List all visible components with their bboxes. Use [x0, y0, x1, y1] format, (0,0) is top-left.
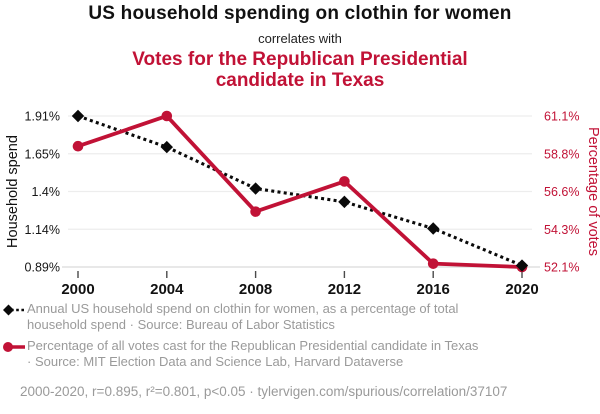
svg-text:54.3%: 54.3%: [544, 223, 579, 237]
svg-text:1.14%: 1.14%: [25, 223, 60, 237]
chart-svg: 2000 2004 2008 2012 2016 20201.91%1.65%1.4%1.…: [5, 109, 600, 299]
svg-text:Household spend: Household spend: [5, 135, 21, 248]
chart-legend: Annual US household spend on clothin for…: [2, 301, 590, 375]
left-axis-labels: 1.91% 1.65% 1.4% 1.14% 0.89%: [25, 110, 60, 275]
svg-text:1.65%: 1.65%: [25, 147, 60, 161]
stats-and-source-footer: 2000-2020, r=0.895, r²=0.801, p<0.05 · t…: [20, 384, 508, 399]
data-point-republican-votes: [72, 140, 84, 152]
svg-text:2020: 2020: [505, 281, 538, 298]
legend-item-household-spend: Annual US household spend on clothin for…: [2, 301, 590, 333]
chart-area: 2000 2004 2008 2012 2016 2020 1.91% 1.65% 1.4% 1.…: [0, 100, 600, 300]
page-title: US household spending on clothin for wom…: [88, 3, 512, 24]
data-point-household-spend: [249, 182, 262, 195]
svg-text:0.89%: 0.89%: [25, 261, 60, 275]
data-point-republican-votes: [427, 258, 439, 269]
legend-label-republican-votes: Percentage of all votes cast for the Rep…: [27, 338, 479, 369]
right-axis-labels: 61.1% 58.8% 56.6% 54.3% 52.1%: [544, 110, 579, 275]
legend-label-household-spend: Annual US household spend on clothin for…: [27, 301, 459, 332]
data-point-household-spend: [338, 195, 351, 209]
svg-text:52.1%: 52.1%: [544, 261, 579, 275]
diamond-dashed-line-icon: [3, 304, 26, 316]
svg-text:2004: 2004: [150, 281, 184, 298]
svg-text:Percentage of votes: Percentage of votes: [585, 127, 600, 256]
svg-text:1.4%: 1.4%: [32, 185, 61, 199]
data-point-household-spend: [71, 109, 85, 123]
svg-text:2000: 2000: [61, 281, 94, 298]
series-line-republican-votes: [77, 113, 523, 269]
data-point-household-spend: [427, 222, 440, 235]
axis-titles: Household spend Percentage of votes: [5, 127, 600, 256]
svg-text:2012: 2012: [328, 281, 361, 298]
svg-text:1.91%: 1.91%: [25, 110, 60, 124]
svg-text:56.6%: 56.6%: [544, 185, 579, 199]
series-lines: [77, 113, 523, 269]
circle-solid-line-icon: [3, 342, 25, 352]
legend-item-republican-votes: Percentage of all votes cast for the Rep…: [2, 338, 590, 370]
secondary-title: Votes for the Republican Presidential ca…: [132, 49, 468, 91]
series-line-household-spend: [77, 114, 523, 267]
data-point-republican-votes: [161, 110, 173, 122]
title-connector: correlates with: [258, 31, 342, 46]
svg-text:58.8%: 58.8%: [544, 147, 579, 161]
data-point-republican-votes: [250, 206, 261, 217]
data-point-republican-votes: [339, 176, 350, 187]
data-point-household-spend: [160, 140, 173, 154]
svg-text:2016: 2016: [417, 281, 450, 298]
gridlines: [62, 115, 540, 268]
svg-text:2008: 2008: [239, 281, 272, 298]
data-point-household-spend: [515, 259, 529, 272]
svg-text:61.1%: 61.1%: [544, 110, 579, 124]
x-axis-labels: 2000 2004 2008 2012 2016 2020: [61, 281, 538, 298]
x-axis-ticks: [77, 271, 523, 278]
